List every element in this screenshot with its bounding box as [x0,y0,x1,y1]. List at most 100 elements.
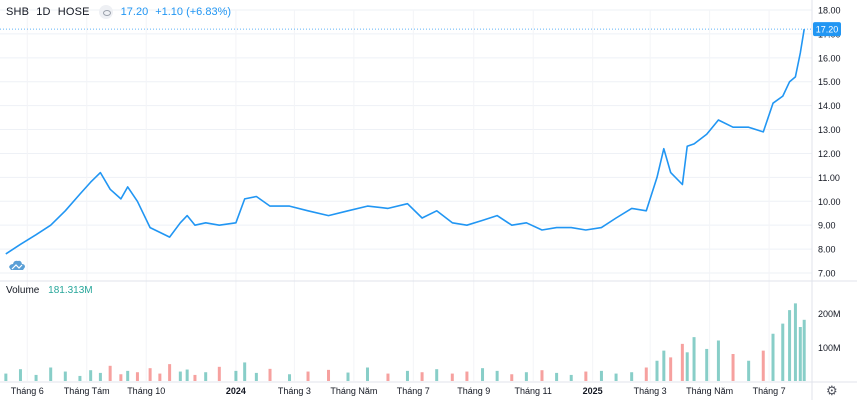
interval-label[interactable]: 1D [36,6,51,18]
volume-bar [78,375,82,381]
volume-bar [481,368,485,381]
last-price: 17.20 [120,6,149,18]
volume-bar [705,348,709,381]
y-tick-label: 7.00 [818,269,836,279]
y-tick-label: 16.00 [818,53,841,63]
volume-tick-label: 100M [818,343,841,353]
x-tick-label: Tháng 9 [457,386,490,396]
volume-bars [4,303,806,381]
volume-bar [680,343,684,381]
volume-bar [510,374,514,381]
volume-legend: Volume 181.313M [6,285,93,296]
x-tick-label: Tháng Năm [686,386,733,396]
x-tick-label: 2025 [583,386,603,396]
x-tick-label: Tháng Năm [330,386,377,396]
volume-bar [135,372,139,381]
price-line-layer [0,28,812,255]
volume-bar [158,373,162,381]
cloud-icon[interactable] [8,259,26,271]
volume-bar [243,362,247,381]
last-value-badge [813,22,841,37]
x-tick-label: Tháng Tám [64,386,110,396]
x-tick-label: Tháng 7 [753,386,786,396]
volume-bar [555,372,559,381]
volume-bar [540,370,544,381]
volume-bar [465,371,469,381]
x-tick-label: 2024 [226,386,246,396]
volume-bar [178,371,182,381]
eye-icon[interactable] [98,5,113,19]
volume-bar [89,370,93,381]
volume-bar [569,374,573,381]
volume-bar [98,372,102,381]
volume-bar [716,340,720,381]
volume-bar [4,373,8,381]
volume-bar [599,370,603,381]
volume-bar [126,370,130,381]
volume-bar [655,360,659,381]
volume-bar [49,367,53,381]
volume-bar [692,337,696,381]
volume-bar [747,360,751,381]
volume-tick-label: 200M [818,309,841,319]
volume-bar [148,368,152,381]
symbol-name: SHB [6,6,30,18]
volume-bar [268,368,272,381]
volume-bar [524,372,528,381]
volume-bar [63,371,67,381]
volume-bar [185,369,189,381]
x-tick-label: Tháng 7 [397,386,430,396]
volume-bar [108,365,112,381]
y-tick-label: 14.00 [818,101,841,111]
volume-bar [217,366,221,381]
y-tick-label: 12.00 [818,149,841,159]
volume-bar [34,374,38,381]
volume-bar [405,370,409,381]
volume-bar [288,374,292,381]
volume-bar [254,372,258,381]
volume-bar [346,372,350,381]
y-tick-label: 11.00 [818,173,840,183]
y-tick-label: 18.00 [818,6,841,16]
gear-icon[interactable]: ⚙ [826,383,838,398]
price-change: +1.10 (+6.83%) [155,6,232,18]
symbol-legend: SHB 1D HOSE 17.20 +1.10 (+6.83%) [6,5,231,19]
volume-bar [435,369,439,381]
volume-bar [306,371,310,381]
y-tick-label: 10.00 [818,197,841,207]
y-tick-label: 13.00 [818,125,841,135]
price-line [5,28,805,255]
volume-bar [802,319,806,381]
volume-bar [793,303,797,381]
volume-bar [386,373,390,381]
x-tick-label: Tháng 3 [634,386,667,396]
y-tick-label: 9.00 [818,221,836,231]
volume-bar [644,367,648,381]
volume-bar [584,371,588,381]
volume-bar [771,333,775,381]
x-tick-label: Tháng 3 [278,386,311,396]
volume-bar [495,370,499,381]
volume-bar [365,367,369,381]
volume-value: 181.313M [48,285,93,296]
volume-bar [798,327,802,381]
volume-bar [18,369,22,381]
volume-bar [614,373,618,381]
volume-bar [781,323,785,381]
volume-bar [685,352,689,381]
volume-bar [788,310,792,381]
y-tick-label: 15.00 [818,77,841,87]
volume-bar [234,370,238,381]
volume-bar [731,354,735,381]
volume-bar [420,372,424,381]
volume-bar [669,357,673,381]
x-tick-label: Tháng 11 [515,386,552,396]
y-tick-label: 8.00 [818,245,836,255]
x-tick-label: Tháng 10 [127,386,165,396]
volume-bar [761,350,765,381]
volume-label: Volume [6,285,40,296]
volume-bar [327,369,331,381]
